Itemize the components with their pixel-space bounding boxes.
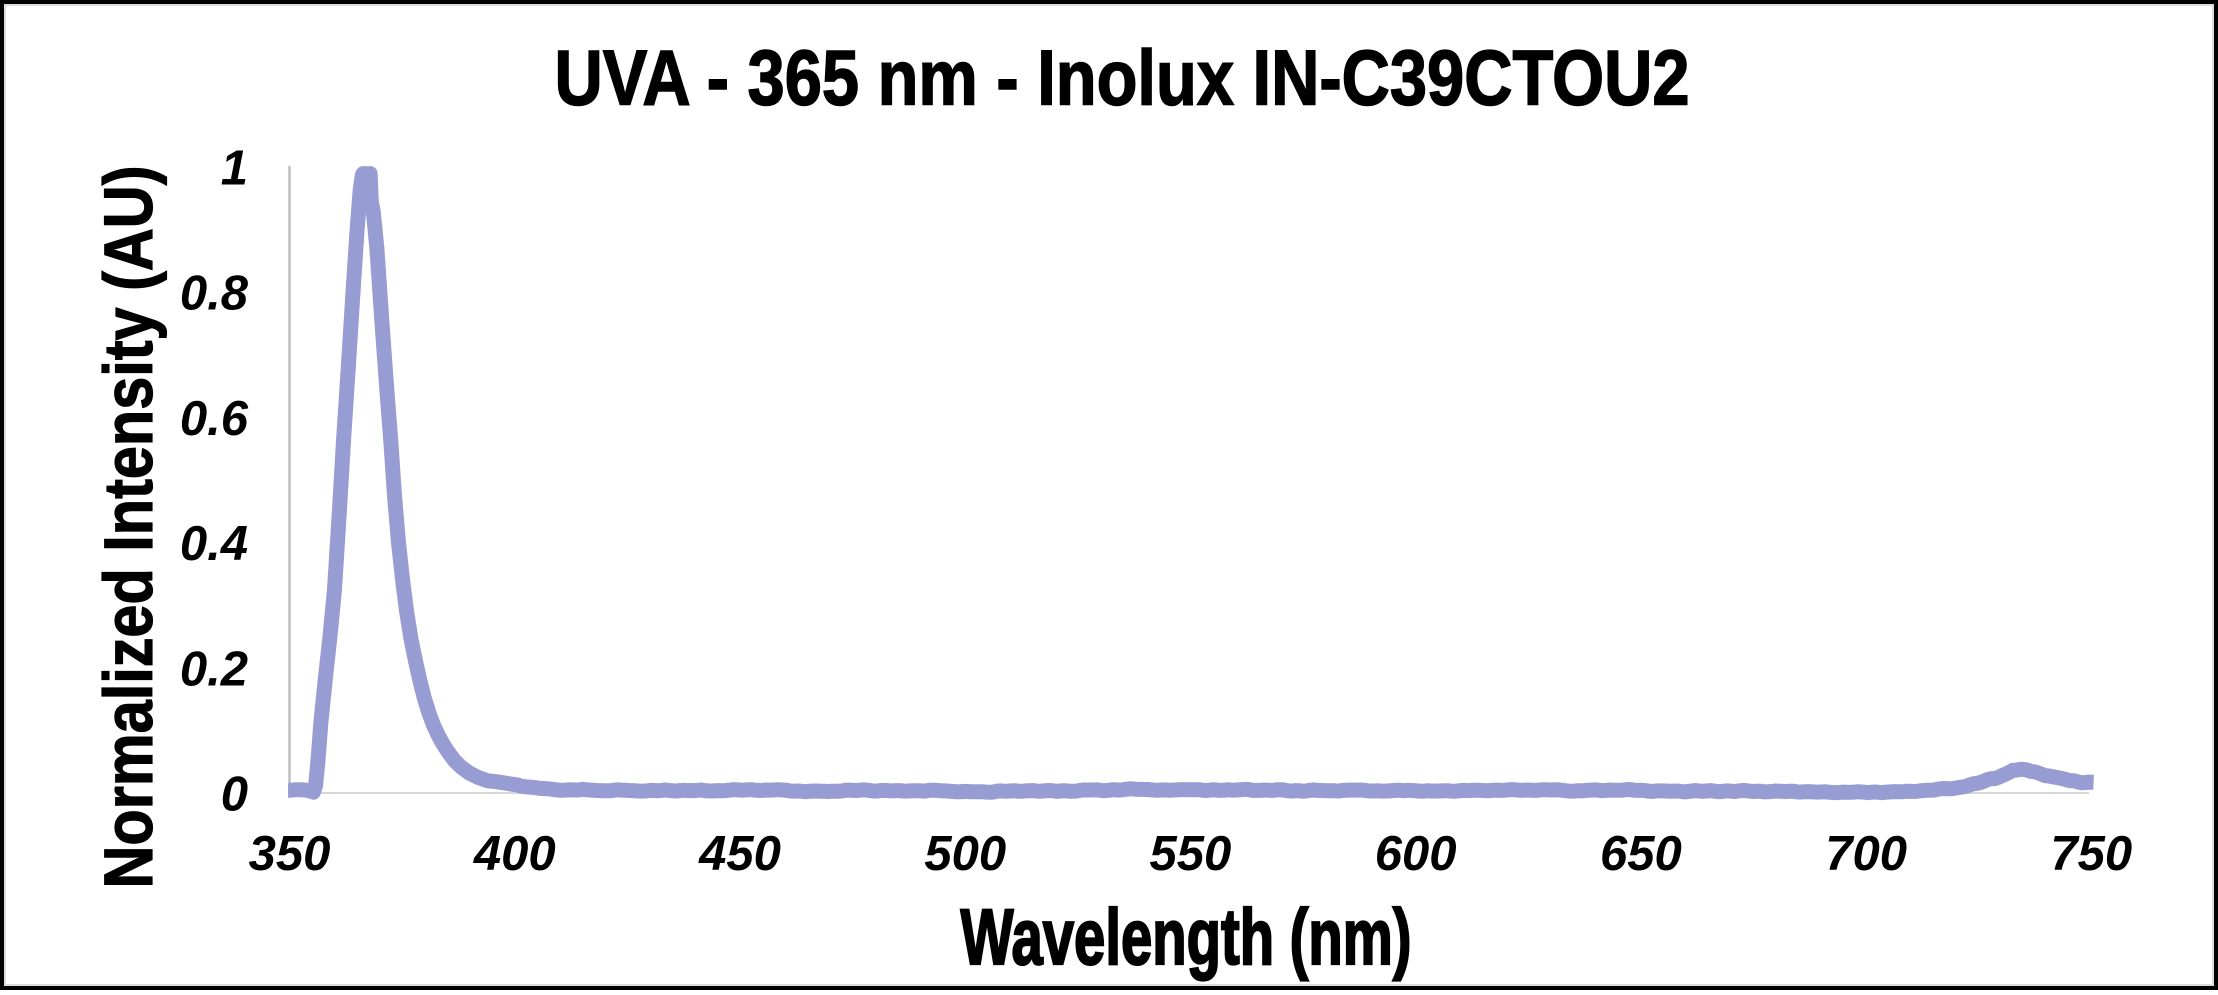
svg-text:UVA - 365 nm - Inolux IN-C39CT: UVA - 365 nm - Inolux IN-C39CTOU2: [555, 34, 1690, 122]
svg-text:550: 550: [1150, 827, 1232, 881]
svg-text:750: 750: [2050, 827, 2132, 881]
svg-text:0.6: 0.6: [180, 392, 249, 446]
svg-text:0: 0: [221, 768, 248, 822]
svg-text:600: 600: [1375, 827, 1457, 881]
svg-text:400: 400: [473, 827, 556, 881]
svg-text:Normalized Intensity (AU): Normalized Intensity (AU): [90, 166, 167, 889]
svg-text:650: 650: [1600, 827, 1682, 881]
svg-text:0.4: 0.4: [180, 517, 248, 571]
svg-text:500: 500: [924, 827, 1006, 881]
svg-text:Wavelength (nm): Wavelength (nm): [961, 892, 1412, 981]
svg-text:0.2: 0.2: [180, 642, 248, 696]
svg-text:0.8: 0.8: [180, 267, 249, 321]
svg-text:450: 450: [698, 827, 781, 881]
svg-text:350: 350: [249, 827, 331, 881]
svg-text:700: 700: [1825, 827, 1907, 881]
svg-text:1: 1: [221, 142, 248, 196]
